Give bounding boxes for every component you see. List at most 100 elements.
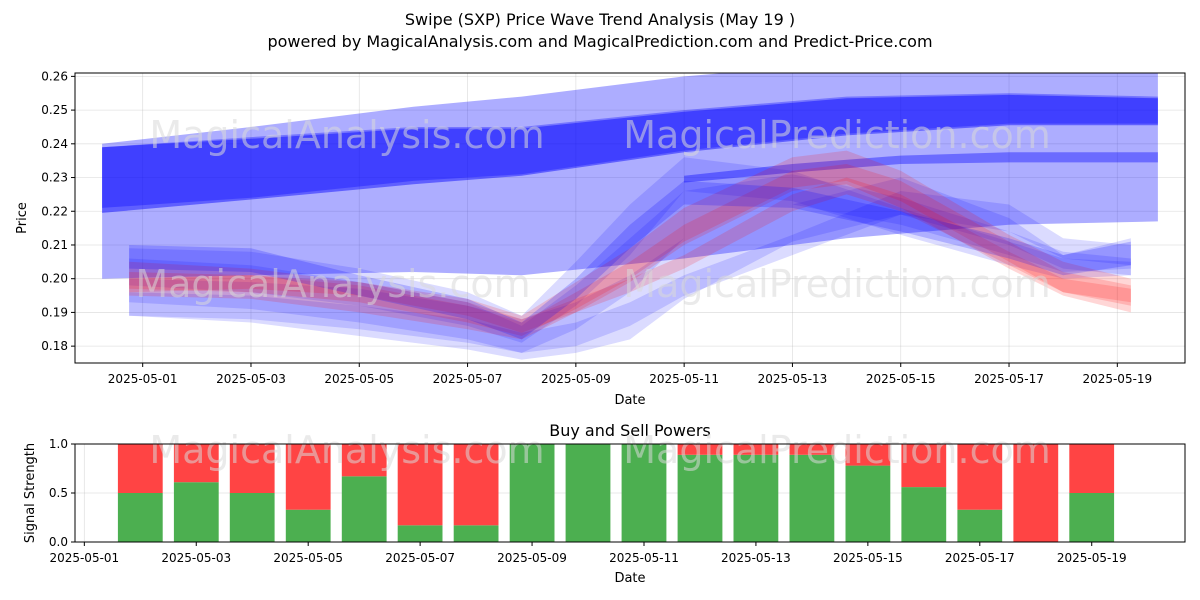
price-x-tick-label: 2025-05-15 <box>866 372 936 386</box>
figure-title: Swipe (SXP) Price Wave Trend Analysis (M… <box>405 10 795 29</box>
price-x-tick-label: 2025-05-19 <box>1082 372 1152 386</box>
buy-bar <box>677 454 723 542</box>
signal-y-axis-label: Signal Strength <box>23 443 38 543</box>
price-x-tick-label: 2025-05-11 <box>649 372 719 386</box>
price-wave-band-0 <box>102 73 1158 279</box>
price-wave-band-8 <box>129 150 1131 340</box>
buy-bar <box>1069 493 1115 542</box>
buy-bar <box>845 465 891 542</box>
price-y-tick-label: 0.23 <box>41 171 68 185</box>
watermark-signal-left: MagicalAnalysis.com <box>149 428 544 472</box>
sell-bar <box>453 444 499 526</box>
price-wave-band-5 <box>129 174 1131 353</box>
price-wave-band-3 <box>684 152 1158 183</box>
sell-bar <box>397 444 443 526</box>
sell-bar <box>341 444 387 477</box>
price-wave-band-10 <box>129 177 1131 333</box>
sell-bar <box>229 444 275 493</box>
signal-bars <box>117 444 1115 542</box>
buy-bar <box>453 525 499 542</box>
signal-x-tick-label: 2025-05-01 <box>49 551 119 565</box>
price-y-tick-label: 0.24 <box>41 137 68 151</box>
buy-bar <box>397 525 443 542</box>
price-x-tick-label: 2025-05-03 <box>216 372 286 386</box>
sell-bar <box>117 444 163 493</box>
signal-x-ticks: 2025-05-01 2025-05-03 2025-05-05 2025-05-07… <box>49 542 1127 565</box>
sell-bar <box>1013 444 1059 542</box>
price-wave-bands <box>102 73 1158 360</box>
sell-bar <box>677 444 723 455</box>
watermark-signal-right: MagicalPrediction.com <box>623 428 1051 472</box>
signal-y-ticks: 0.0 0.5 1.0 <box>49 437 75 549</box>
watermark-left: MagicalAnalysis.com <box>149 113 544 157</box>
price-y-ticks: 0.18 0.19 0.20 0.21 0.22 0.23 0.24 0.25 0.26 <box>41 69 75 353</box>
buy-bar <box>733 454 779 542</box>
buy-bar <box>957 509 1003 542</box>
buy-bar <box>229 493 275 542</box>
signal-panel: Buy and Sell Powers MagicalAnalysis.com … <box>23 421 1186 586</box>
price-x-tick-label: 2025-05-05 <box>324 372 394 386</box>
signal-y-tick-label: 1.0 <box>49 437 68 451</box>
sell-bar <box>901 444 947 488</box>
price-wave-band-6 <box>129 157 1131 343</box>
signal-x-tick-label: 2025-05-09 <box>497 551 567 565</box>
price-wave-band-11 <box>129 180 1131 340</box>
buy-bar <box>285 509 331 542</box>
price-wave-band-9 <box>129 164 1131 336</box>
signal-y-tick-label: 0.5 <box>49 486 68 500</box>
sell-bar <box>789 444 835 455</box>
figure-subtitle: powered by MagicalAnalysis.com and Magic… <box>267 32 932 51</box>
sell-bar <box>1069 444 1115 493</box>
signal-x-tick-label: 2025-05-15 <box>833 551 903 565</box>
buy-bar <box>117 493 163 542</box>
buy-bar <box>621 444 667 542</box>
signal-x-tick-label: 2025-05-13 <box>721 551 791 565</box>
price-gridlines <box>75 73 1185 363</box>
sell-bar <box>173 444 219 483</box>
signal-x-axis-label: Date <box>614 571 645 586</box>
price-x-tick-label: 2025-05-01 <box>108 372 178 386</box>
price-x-axis-label: Date <box>614 393 645 408</box>
price-x-tick-label: 2025-05-09 <box>541 372 611 386</box>
price-x-ticks: 2025-05-01 2025-05-03 2025-05-05 2025-05-07… <box>108 363 1152 386</box>
price-panel: MagicalAnalysis.com MagicalPrediction.co… <box>15 69 1186 408</box>
buy-bar <box>173 482 219 542</box>
price-y-tick-label: 0.26 <box>41 69 68 83</box>
buy-bar <box>901 487 947 542</box>
price-x-tick-label: 2025-05-07 <box>433 372 503 386</box>
signal-panel-title: Buy and Sell Powers <box>549 421 711 440</box>
signal-x-tick-label: 2025-05-07 <box>385 551 455 565</box>
price-wave-band-7 <box>129 191 1131 353</box>
price-wave-band-4 <box>129 177 1131 360</box>
signal-x-tick-label: 2025-05-19 <box>1057 551 1127 565</box>
buy-bar <box>341 476 387 542</box>
price-y-tick-label: 0.25 <box>41 103 68 117</box>
price-y-tick-label: 0.21 <box>41 238 68 252</box>
price-x-tick-label: 2025-05-17 <box>974 372 1044 386</box>
sell-bar <box>733 444 779 455</box>
signal-x-tick-label: 2025-05-11 <box>609 551 679 565</box>
price-plot-frame <box>74 72 1186 364</box>
buy-bar <box>789 454 835 542</box>
watermark-right-lower: MagicalPrediction.com <box>623 262 1051 306</box>
buy-bar <box>509 444 555 542</box>
price-wave-band-2 <box>102 94 1158 213</box>
price-y-tick-label: 0.19 <box>41 305 68 319</box>
sell-bar <box>957 444 1003 510</box>
sell-bar <box>285 444 331 510</box>
price-wave-band-1 <box>102 93 1158 208</box>
signal-y-tick-label: 0.0 <box>49 535 68 549</box>
price-y-tick-label: 0.20 <box>41 272 68 286</box>
price-x-tick-label: 2025-05-13 <box>758 372 828 386</box>
price-y-axis-label: Price <box>15 202 30 234</box>
watermark-left-lower: MagicalAnalysis.com <box>135 262 530 306</box>
signal-x-tick-label: 2025-05-17 <box>945 551 1015 565</box>
watermark-right: MagicalPrediction.com <box>623 113 1051 157</box>
price-y-tick-label: 0.22 <box>41 204 68 218</box>
signal-x-tick-label: 2025-05-05 <box>273 551 343 565</box>
signal-x-tick-label: 2025-05-03 <box>161 551 231 565</box>
price-y-tick-label: 0.18 <box>41 339 68 353</box>
sell-bar <box>845 444 891 466</box>
